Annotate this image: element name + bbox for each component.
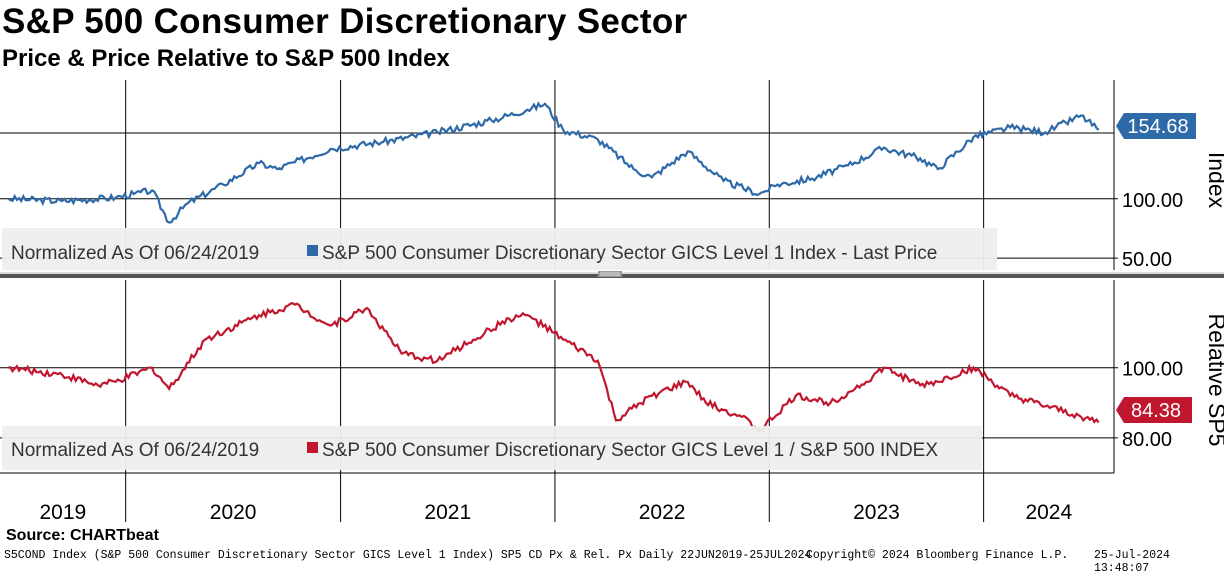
top-last-value: 154.68 [1127,116,1188,138]
bottom-y-ticks: 100.00 80.00 [1122,359,1183,451]
y-tick-label: 50.00 [1122,249,1172,271]
y-tick-label: 100.00 [1122,190,1183,212]
chart-title: S&P 500 Consumer Discretionary Sector [2,2,688,41]
top-legend-swatch [307,245,318,256]
bottom-legend-series: S&P 500 Consumer Discretionary Sector GI… [322,440,938,461]
footer-left: S5COND Index (S&P 500 Consumer Discretio… [4,549,812,562]
bottom-axis-label: Relative SP5 [1204,314,1224,447]
x-tick-label: 2020 [210,501,257,524]
bottom-last-value: 84.38 [1131,400,1181,422]
footer-right: 25-Jul-2024 13:48:07 [1094,549,1170,575]
top-last-value-badge: 154.68 [1116,113,1196,139]
x-tick-label: 2021 [424,501,471,524]
chart-subtitle: Price & Price Relative to S&P 500 Index [2,45,450,72]
bottom-last-value-badge: 84.38 [1116,397,1192,423]
panel-resize-handle[interactable] [598,271,622,277]
bottom-series-line [8,302,1100,433]
x-tick-label: 2022 [639,501,686,524]
x-tick-label: 2019 [39,501,86,524]
bottom-legend-box [2,426,982,470]
x-tick-label: 2023 [853,501,900,524]
bottom-legend-swatch [307,442,318,453]
x-axis-labels: 2019 2020 2021 2022 2023 2024 [39,473,1072,524]
top-legend-series: S&P 500 Consumer Discretionary Sector GI… [322,243,937,264]
source-label: Source: CHARTbeat [6,527,159,544]
x-tick-label: 2024 [1025,501,1072,524]
top-legend-box [2,228,997,270]
y-tick-label: 80.00 [1122,429,1172,451]
top-axis-label: Index [1204,152,1224,209]
bottom-legend-prefix: Normalized As Of 06/24/2019 [11,440,259,461]
y-tick-label: 100.00 [1122,359,1183,381]
top-y-ticks: 100.00 50.00 [1122,190,1183,271]
top-series-line [7,101,1100,224]
footer-center: Copyright© 2024 Bloomberg Finance L.P. [806,549,1069,562]
top-legend-prefix: Normalized As Of 06/24/2019 [11,243,259,264]
